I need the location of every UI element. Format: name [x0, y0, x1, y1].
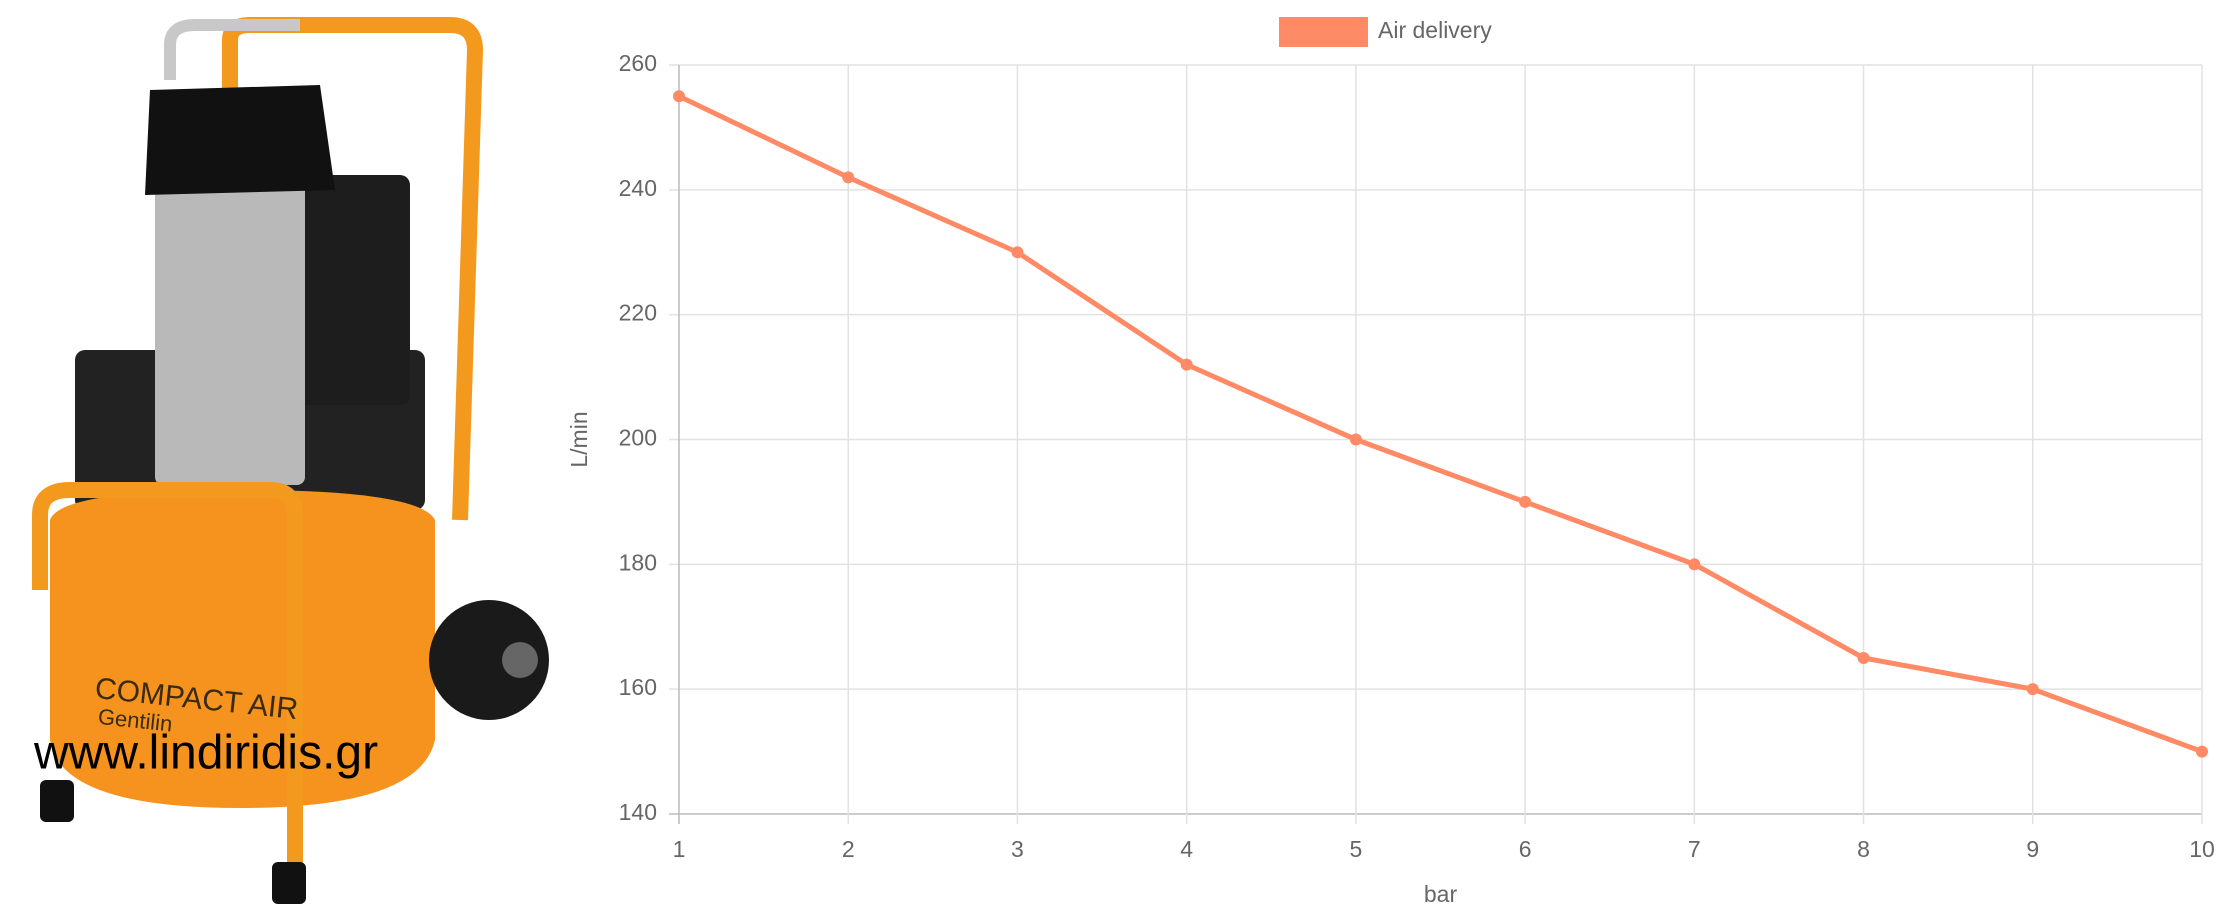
- y-tick-label: 220: [619, 300, 657, 326]
- handle: [222, 17, 484, 521]
- x-tick-label: 4: [1180, 836, 1193, 862]
- tank: [50, 490, 435, 808]
- data-point: [673, 90, 685, 103]
- y-axis-label: L/min: [566, 411, 592, 467]
- watermark: www.lindiridis.gr: [33, 727, 378, 780]
- data-point: [2196, 745, 2208, 758]
- data-point: [842, 171, 855, 184]
- x-tick-label: 1: [673, 836, 686, 862]
- x-tick-label: 8: [1857, 836, 1870, 862]
- data-point: [1857, 651, 1870, 664]
- foot: [272, 862, 306, 904]
- data-point: [1349, 433, 1362, 446]
- x-tick-label: 3: [1011, 836, 1024, 862]
- foot: [40, 780, 74, 822]
- product-photo: COMPACT AIR Gentilin www.lindiridis.gr: [32, 17, 549, 904]
- y-tick-label: 260: [619, 50, 657, 76]
- y-tick-label: 240: [619, 175, 657, 201]
- frame: [32, 482, 303, 870]
- x-axis-label: bar: [1424, 881, 1458, 907]
- y-tick-label: 140: [619, 799, 657, 825]
- data-point: [1688, 558, 1701, 571]
- x-tick-label: 5: [1349, 836, 1362, 862]
- data-line: [677, 93, 2203, 754]
- handle-grip: [164, 19, 300, 80]
- data-point: [2026, 683, 2039, 696]
- legend-label: Air delivery: [1378, 17, 1492, 43]
- y-tick-label: 200: [619, 425, 657, 451]
- data-point: [1180, 358, 1193, 371]
- data-point: [1011, 246, 1024, 259]
- motor-box: [290, 175, 410, 405]
- x-tick-label: 6: [1519, 836, 1532, 862]
- x-tick-label: 10: [2189, 836, 2215, 862]
- motor-cap: [145, 85, 335, 195]
- wheel-hub: [502, 642, 538, 678]
- y-tick-label: 160: [619, 674, 657, 700]
- x-tick-label: 9: [2026, 836, 2039, 862]
- x-tick-label: 2: [842, 836, 855, 862]
- wheel: [429, 600, 549, 720]
- y-tick-label: 180: [619, 549, 657, 575]
- legend-swatch: [1279, 17, 1368, 47]
- motor: [155, 175, 305, 485]
- x-tick-label: 7: [1688, 836, 1701, 862]
- data-point: [1519, 495, 1532, 508]
